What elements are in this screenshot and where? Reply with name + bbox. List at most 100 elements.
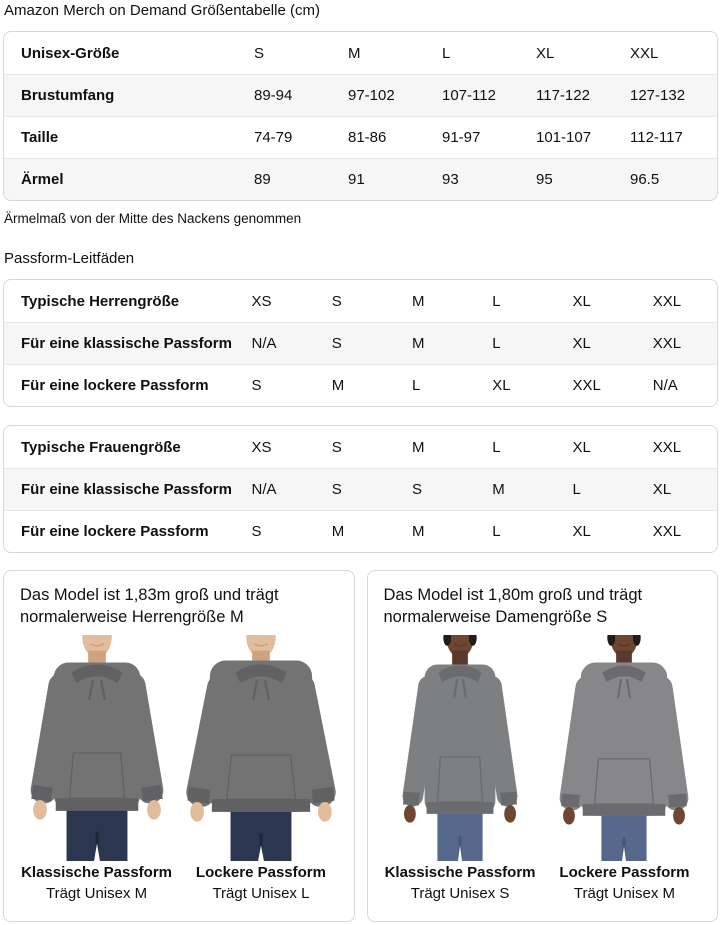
size-cell: N/A: [251, 335, 277, 352]
model-card-men: Das Model ist 1,83m groß und trägt norma…: [3, 570, 355, 922]
model-photo-woman-classic: [402, 634, 518, 861]
size-cell: 91: [348, 171, 365, 188]
size-cell: XL: [572, 292, 591, 310]
size-cell: S: [331, 438, 342, 456]
fit-caption-size: Trägt Unisex M: [45, 885, 148, 903]
size-cell: 89: [254, 171, 271, 188]
fit-caption-title: Lockere Passform: [559, 863, 690, 881]
size-cell: XS: [251, 438, 272, 456]
size-cell: XL: [652, 481, 672, 498]
size-cell: 112-117: [630, 129, 683, 146]
figure-women-classic: Klassische Passform Trägt Unisex S: [380, 634, 541, 904]
size-cell: XXL: [652, 523, 682, 540]
size-cell: 117-122: [536, 87, 590, 104]
fit-caption-size: Trägt Unisex M: [573, 885, 676, 903]
figure-men-classic: Klassische Passform Trägt Unisex M: [16, 634, 177, 904]
size-cell: XL: [536, 44, 555, 62]
size-cell: N/A: [251, 481, 277, 498]
table-row: Typische Herrengröße XS S M L XL XXL: [4, 280, 717, 322]
size-cell: XL: [572, 335, 591, 352]
row-label: Für eine lockere Passform: [21, 523, 209, 540]
table-row: Brustumfang 89-94 97-102 107-112 117-122…: [4, 74, 717, 116]
size-cell: L: [412, 377, 421, 394]
fit-caption-size: Trägt Unisex L: [212, 885, 310, 903]
size-cell: S: [331, 335, 342, 352]
size-cell: M: [412, 523, 425, 540]
size-cell: S: [412, 481, 423, 498]
figure-caption: Lockere Passform Trägt Unisex L: [196, 863, 326, 904]
size-cell: N/A: [652, 377, 678, 394]
size-cell: L: [492, 523, 501, 540]
model-description-women: Das Model ist 1,80m groß und trägt norma…: [383, 586, 643, 626]
figure-caption: Klassische Passform Trägt Unisex S: [385, 863, 536, 904]
fit-caption-title: Lockere Passform: [195, 863, 326, 881]
size-cell: S: [331, 292, 342, 310]
row-label: Ärmel: [21, 171, 64, 188]
size-cell: 97-102: [348, 87, 395, 104]
size-cell: M: [492, 481, 505, 498]
size-cell: S: [331, 481, 342, 498]
size-cell: M: [331, 523, 345, 540]
fit-caption-title: Klassische Passform: [384, 863, 536, 881]
size-cell: XXL: [630, 44, 659, 62]
size-cell: L: [572, 481, 581, 498]
figure-caption: Klassische Passform Trägt Unisex M: [21, 863, 172, 904]
size-cell: S: [254, 44, 265, 62]
size-cell: M: [412, 292, 425, 310]
row-label: Für eine lockere Passform: [21, 377, 209, 394]
size-cell: M: [412, 438, 425, 456]
size-cell: XXL: [652, 292, 682, 310]
table-row: Ärmel 89 91 93 95 96.5: [4, 158, 717, 200]
table-row: Unisex-Größe S M L XL XXL: [4, 32, 717, 74]
size-cell: XXL: [652, 438, 682, 456]
size-cell: L: [492, 292, 501, 310]
women-fit-table: Typische Frauengröße XS S M L XL XXL Für…: [3, 425, 718, 553]
row-label: Für eine klassische Passform: [21, 335, 232, 352]
size-cell: XL: [572, 438, 591, 456]
size-cell: 74-79: [254, 129, 293, 146]
figures-women: Klassische Passform Trägt Unisex S: [380, 634, 706, 904]
size-cell: L: [492, 438, 501, 456]
fit-caption-size: Trägt Unisex S: [410, 885, 510, 903]
men-fit-table: Typische Herrengröße XS S M L XL XXL Für…: [3, 279, 718, 407]
unisex-size-table: Unisex-Größe S M L XL XXL Brustumfang 89…: [3, 31, 718, 201]
figures-men: Klassische Passform Trägt Unisex M: [16, 634, 342, 904]
size-cell: L: [442, 44, 451, 62]
size-cell: 96.5: [630, 171, 660, 188]
size-cell: 93: [442, 171, 459, 188]
row-label: Für eine klassische Passform: [21, 481, 232, 498]
figure-women-loose: Lockere Passform Trägt Unisex M: [544, 634, 705, 904]
row-label: Typische Frauengröße: [21, 438, 181, 456]
size-cell: 89-94: [254, 87, 293, 104]
figure-caption: Lockere Passform Trägt Unisex M: [559, 863, 689, 904]
row-label: Taille: [21, 129, 59, 146]
size-cell: XXL: [572, 377, 601, 394]
table-row: Taille 74-79 81-86 91-97 101-107 112-117: [4, 116, 717, 158]
size-cell: 81-86: [348, 129, 387, 146]
size-cell: XL: [572, 523, 591, 540]
model-photo-man-classic: [30, 634, 163, 861]
model-card-women: Das Model ist 1,80m groß und trägt norma…: [366, 570, 718, 922]
size-cell: 127-132: [630, 87, 686, 104]
table-row: Für eine lockere Passform S M M L XL XXL: [4, 510, 717, 552]
size-cell: L: [492, 335, 501, 352]
fit-guides-heading: Passform-Leitfäden: [4, 250, 135, 267]
size-cell: 95: [536, 171, 553, 188]
size-cell: XL: [492, 377, 511, 394]
size-cell: M: [348, 44, 361, 62]
sleeve-measure-note: Ärmelmaß von der Mitte des Nackens genom…: [4, 211, 302, 226]
size-cell: S: [251, 377, 262, 394]
size-cell: M: [331, 377, 345, 394]
fit-caption-title: Klassische Passform: [21, 863, 173, 881]
figure-men-loose: Lockere Passform Trägt Unisex L: [180, 634, 341, 904]
page-title: Amazon Merch on Demand Größentabelle (cm…: [4, 2, 320, 19]
model-description-men: Das Model ist 1,83m groß und trägt norma…: [20, 586, 279, 626]
row-label: Unisex-Größe: [21, 44, 120, 62]
size-cell: S: [251, 523, 262, 540]
size-cell: 91-97: [442, 129, 481, 146]
size-cell: 101-107: [536, 129, 592, 146]
table-row: Typische Frauengröße XS S M L XL XXL: [4, 426, 717, 468]
table-row: Für eine lockere Passform S M L XL XXL N…: [4, 364, 717, 406]
size-cell: M: [412, 335, 425, 352]
